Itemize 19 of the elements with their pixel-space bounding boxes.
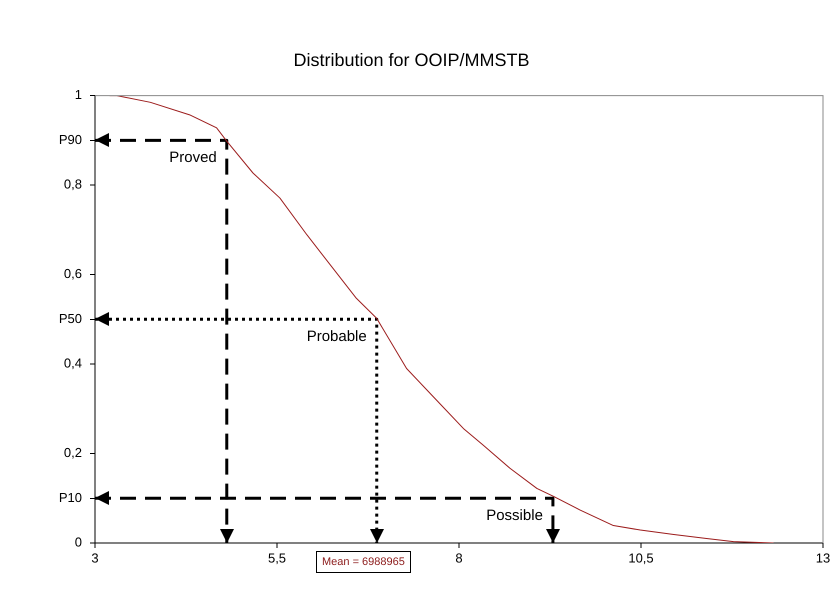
y-tick-label: 0,8	[64, 176, 82, 192]
x-tick-label: 5,5	[268, 550, 286, 566]
y-tick-label: P10	[58, 490, 82, 505]
y-tick-label: 0,6	[64, 266, 82, 282]
y-tick-label: P50	[58, 310, 82, 326]
series-label: Possible	[486, 506, 543, 524]
y-tick-label: 0,4	[64, 356, 82, 371]
y-tick-label: 1	[74, 87, 82, 102]
chart-title: Distribution for OOIP/MMSTB	[293, 50, 530, 70]
x-tick-label: 10,5	[628, 550, 654, 566]
series-label: Proved	[169, 148, 217, 166]
text: Mean = 6988965	[316, 551, 411, 573]
x-tick-label: 13	[816, 550, 830, 566]
x-tick-label: 8	[455, 550, 463, 566]
y-tick-label: P90	[58, 132, 82, 147]
x-tick-label: 3	[91, 550, 99, 566]
series-label: Probable	[306, 328, 367, 345]
y-tick-label: 0,2	[64, 445, 82, 460]
y-tick-label: 0	[74, 534, 82, 550]
